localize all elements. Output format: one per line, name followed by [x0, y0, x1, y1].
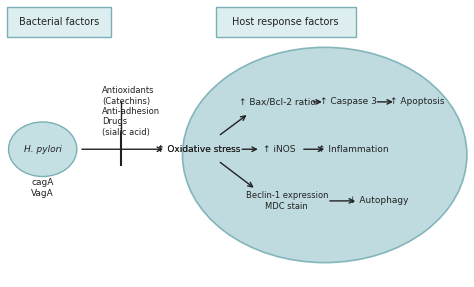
Text: H. pylori: H. pylori [24, 145, 62, 154]
Text: cagA
VagA: cagA VagA [31, 178, 54, 198]
Text: Beclin-1 expression
MDC stain: Beclin-1 expression MDC stain [246, 191, 328, 211]
Text: ↓ Autophagy: ↓ Autophagy [349, 196, 409, 205]
Text: ↑ iNOS: ↑ iNOS [264, 145, 296, 154]
Text: ↑ Apoptosis: ↑ Apoptosis [390, 97, 444, 106]
Text: ↑ Bax/Bcl-2 ratio: ↑ Bax/Bcl-2 ratio [239, 97, 316, 106]
Text: ↑ Inflammation: ↑ Inflammation [318, 145, 388, 154]
FancyBboxPatch shape [7, 7, 111, 37]
Text: ↑ Oxidative stress: ↑ Oxidative stress [157, 145, 241, 154]
Ellipse shape [182, 47, 467, 263]
Text: Host response factors: Host response factors [232, 17, 339, 27]
Text: ↑ Oxidative stress: ↑ Oxidative stress [157, 145, 241, 154]
Text: Antioxidants
(Catechins)
Anti-adhesion
Drugs
(sialic acid): Antioxidants (Catechins) Anti-adhesion D… [102, 86, 160, 137]
Text: Bacterial factors: Bacterial factors [19, 17, 100, 27]
Text: ↑ Caspase 3: ↑ Caspase 3 [320, 97, 377, 106]
Ellipse shape [9, 122, 77, 177]
FancyBboxPatch shape [216, 7, 356, 37]
